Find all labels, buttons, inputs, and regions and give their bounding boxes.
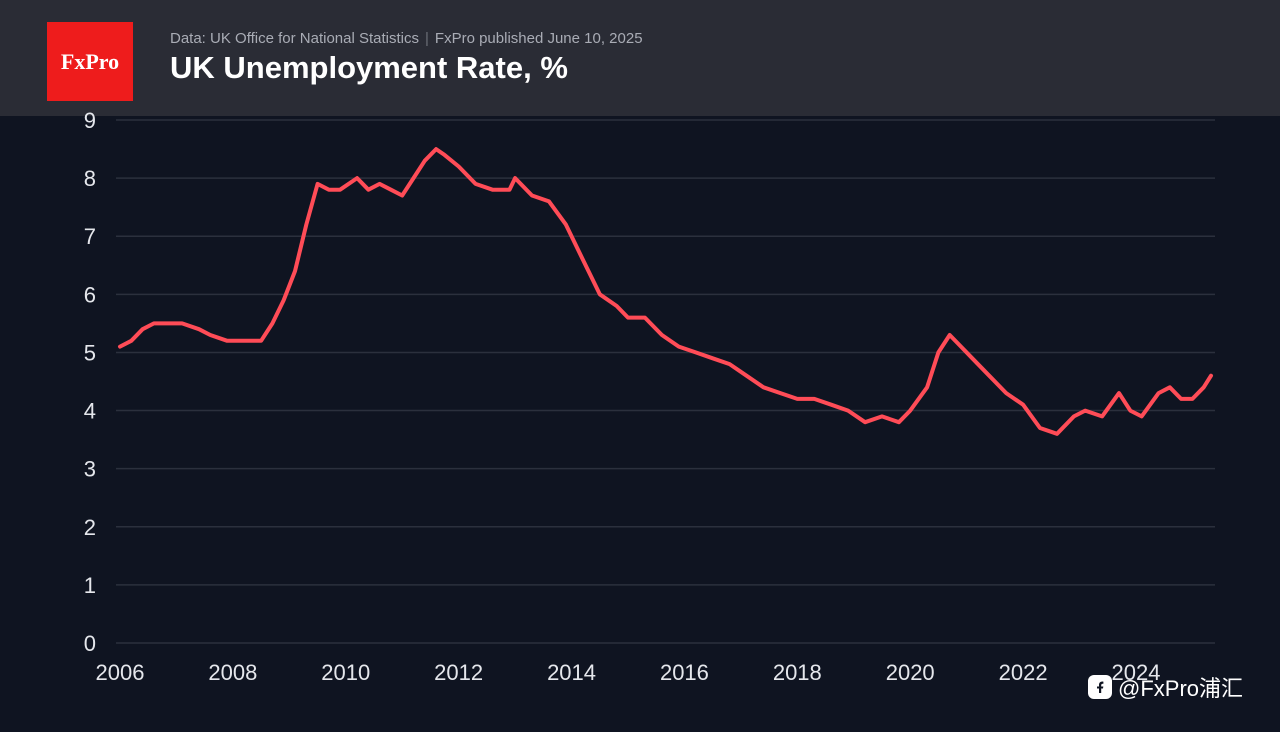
chart-title: UK Unemployment Rate, % (170, 50, 568, 85)
header-bar: FxPro Data: UK Office for National Stati… (0, 0, 1280, 116)
x-tick-label: 2006 (96, 660, 145, 685)
unemployment-line (118, 147, 1213, 436)
x-tick-label: 2018 (773, 660, 822, 685)
y-tick-label: 8 (84, 166, 96, 191)
fxpro-logo: FxPro (47, 22, 133, 101)
x-tick-label: 2016 (660, 660, 709, 685)
x-tick-label: 2008 (208, 660, 257, 685)
y-tick-label: 6 (84, 282, 96, 307)
y-tick-label: 7 (84, 224, 96, 249)
x-tick-label: 2020 (886, 660, 935, 685)
y-tick-label: 1 (84, 573, 96, 598)
x-tick-label: 2010 (321, 660, 370, 685)
publish-info: FxPro published June 10, 2025 (434, 30, 643, 47)
source-line: Data: UK Office for National Statistics |… (170, 30, 643, 47)
y-tick-label: 0 (84, 631, 96, 656)
watermark-text: @FxPro浦汇 (1118, 676, 1244, 701)
x-tick-label: 2022 (999, 660, 1048, 685)
x-tick-label: 2024 (1112, 660, 1161, 685)
social-platform-icon (1088, 675, 1112, 699)
x-tick-label: 2012 (434, 660, 483, 685)
data-source: Data: UK Office for National Statistics (170, 30, 419, 47)
separator: | (425, 30, 429, 47)
y-tick-label: 4 (84, 399, 96, 424)
x-tick-label: 2014 (547, 660, 596, 685)
y-tick-label: 5 (84, 340, 96, 365)
watermark: @FxPro浦汇 (1088, 672, 1243, 702)
y-tick-label: 9 (84, 108, 96, 133)
y-tick-label: 2 (84, 515, 96, 540)
y-tick-label: 3 (84, 457, 96, 482)
